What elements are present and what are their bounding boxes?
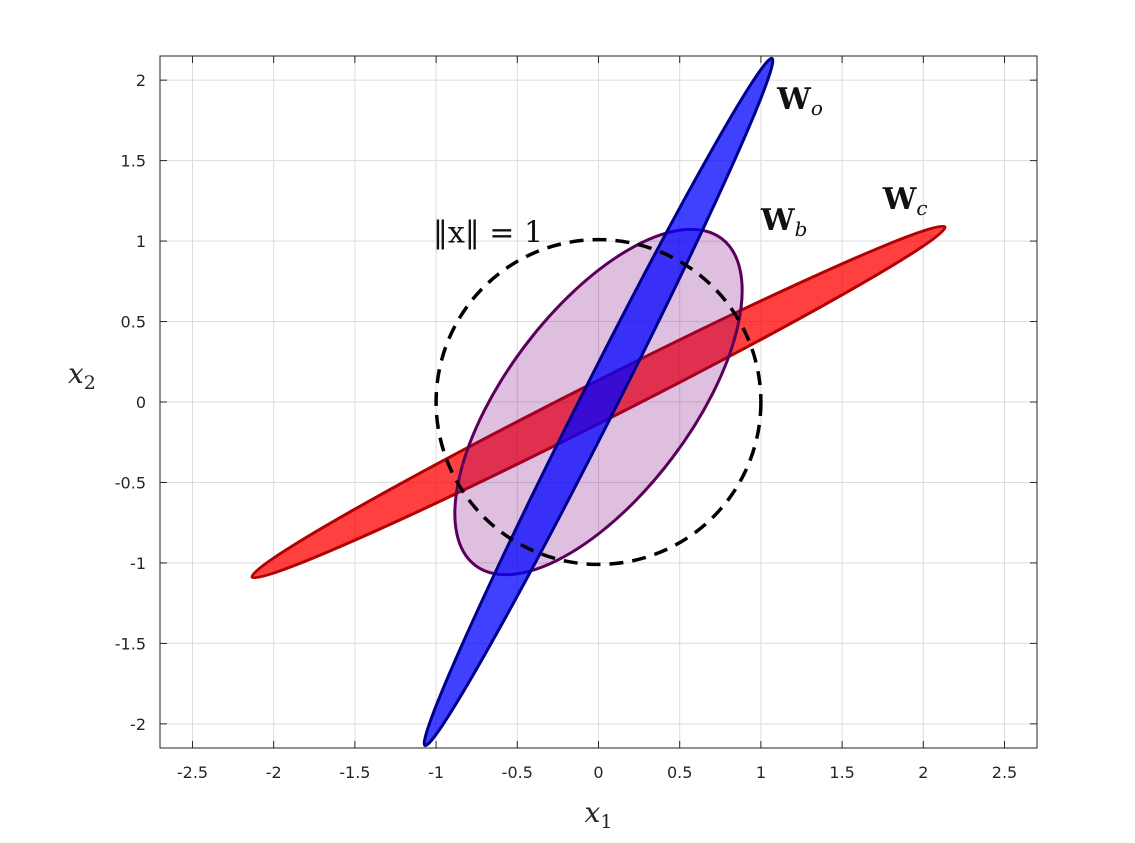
ellipse-wo <box>422 56 775 748</box>
x-tick-label: 0.5 <box>667 763 692 782</box>
unit-circle <box>434 237 763 567</box>
y-tick-label: -1.5 <box>115 634 146 653</box>
x-tick-label: -2.5 <box>177 763 208 782</box>
y-tick-label: 1.5 <box>121 152 146 171</box>
x-tick-label: -1 <box>428 763 444 782</box>
axis-labels: x1 x2 <box>68 357 612 833</box>
annotation-unit-circle: ‖x‖ = 1 <box>433 216 543 251</box>
y-tick-label: -0.5 <box>115 473 146 492</box>
x-tick-label: 0 <box>593 763 603 782</box>
y-tick-label: 0.5 <box>121 313 146 332</box>
y-tick-label: 0 <box>136 393 146 412</box>
annotation-wb: Wb <box>760 203 808 241</box>
x-tick-label: -2 <box>266 763 282 782</box>
x-tick-label: -0.5 <box>502 763 533 782</box>
x-tick-label: 2 <box>918 763 928 782</box>
x-tick-label: 1 <box>756 763 766 782</box>
annotation-wc: Wc <box>882 182 928 220</box>
x-tick-label: -1.5 <box>339 763 370 782</box>
annotation-wo: Wo <box>776 82 823 120</box>
plot-shapes <box>250 56 947 748</box>
x-tick-label: 2.5 <box>992 763 1017 782</box>
ticks: -2.5 -2 -1.5 -1 -0.5 0 0.5 1 1.5 2 2.5 -2 -1.5 -1 -0.5… <box>115 56 1037 782</box>
y-tick-label: -1 <box>130 554 146 573</box>
y-tick-label: 1 <box>136 232 146 251</box>
y-tick-label: -2 <box>130 715 146 734</box>
x-tick-label: 1.5 <box>829 763 854 782</box>
y-tick-label: 2 <box>136 71 146 90</box>
x-axis-label: x1 <box>585 796 613 833</box>
annotations: Wo Wb Wc ‖x‖ = 1 <box>433 82 928 251</box>
y-axis-label: x2 <box>68 357 96 394</box>
